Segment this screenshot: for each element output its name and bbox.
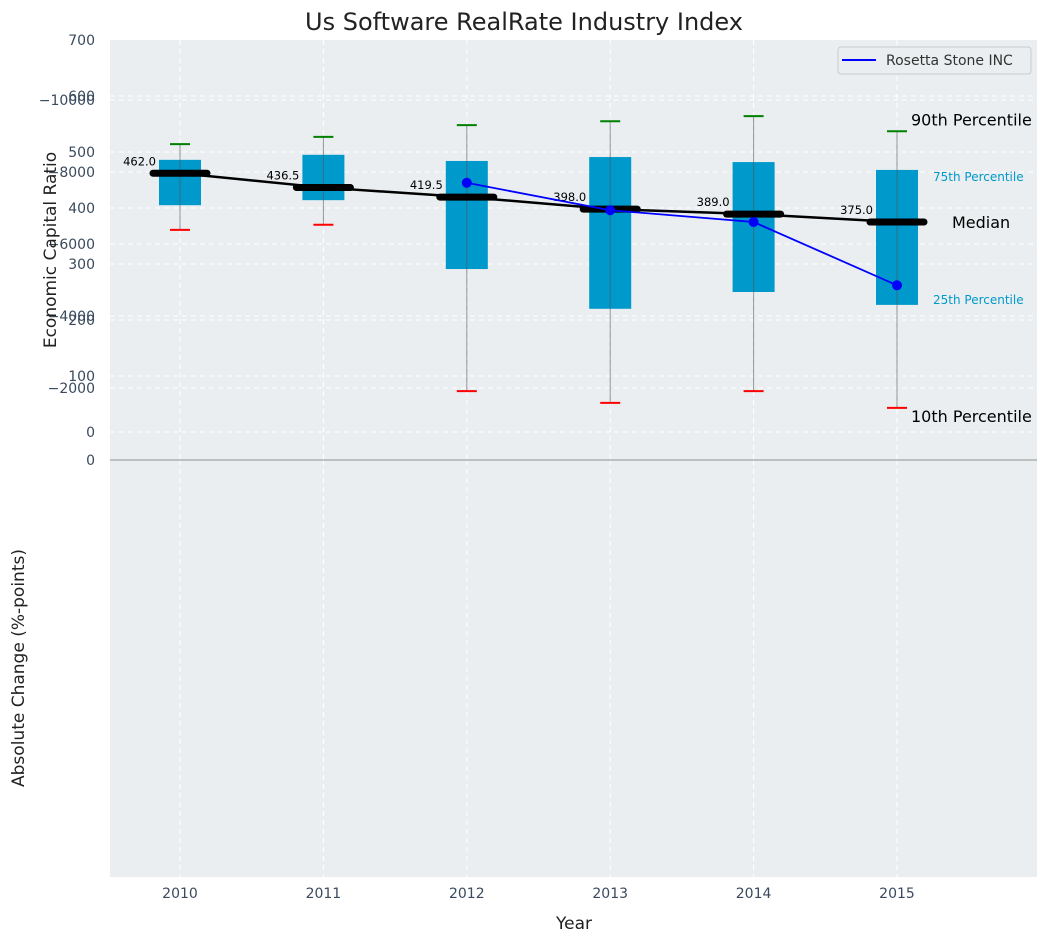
p75-annotation: 75th Percentile (933, 170, 1024, 184)
median-annotation: Median (952, 213, 1010, 232)
bottom-y-tick-label: −6000 (48, 237, 95, 253)
bottom-y-tick-label: 0 (86, 453, 95, 469)
bottom-y-tick-label: −10000 (39, 93, 95, 109)
p10-annotation: 10th Percentile (911, 407, 1032, 426)
median-value-label: 419.5 (410, 178, 443, 192)
median-value-label: 375.0 (840, 203, 873, 217)
top-y-tick-label: 700 (68, 33, 95, 49)
chart-title: Us Software RealRate Industry Index (305, 8, 743, 36)
x-tick-label: 2013 (592, 886, 628, 902)
top-y-tick-label: 300 (68, 257, 95, 273)
bottom-y-tick-label: −8000 (48, 165, 95, 181)
company-point (892, 280, 902, 291)
median-value-label: 462.0 (123, 154, 156, 168)
median-value-label: 389.0 (697, 195, 730, 209)
top-y-tick-label: 500 (68, 145, 95, 161)
company-line (466, 181, 898, 287)
legend-entry: Rosetta Stone INC (886, 53, 1013, 69)
legend: Rosetta Stone INC (837, 46, 1032, 75)
p90-annotation: 90th Percentile (911, 110, 1032, 129)
company-point (748, 217, 759, 227)
bottom-y-tick-label: −2000 (48, 381, 95, 397)
top-y-tick-label: 200 (68, 313, 95, 329)
x-tick-label: 2014 (736, 886, 772, 902)
bottom-y-axis-label: Absolute Change (%-points) (9, 549, 29, 787)
company-point (461, 177, 472, 188)
top-y-tick-label: 0 (86, 425, 95, 441)
top-y-tick-label: 600 (68, 89, 95, 105)
p25-annotation: 25th Percentile (933, 293, 1024, 307)
median-value-label: 436.5 (266, 169, 299, 183)
top-y-tick-label: 400 (68, 201, 95, 217)
x-tick-label: 2012 (449, 886, 485, 902)
bottom-plot-area (110, 460, 1037, 877)
x-axis-label: Year (555, 914, 592, 934)
bottom-y-tick-label: −4000 (48, 309, 95, 325)
x-tick-label: 2015 (879, 886, 915, 902)
legend-box (837, 46, 1032, 75)
x-tick-label: 2011 (306, 886, 342, 902)
company-point (605, 205, 616, 216)
top-y-axis-label: Economic Capital Ratio (41, 152, 61, 348)
x-tick-label: 2010 (162, 886, 198, 902)
top-y-tick-label: 100 (68, 369, 95, 385)
